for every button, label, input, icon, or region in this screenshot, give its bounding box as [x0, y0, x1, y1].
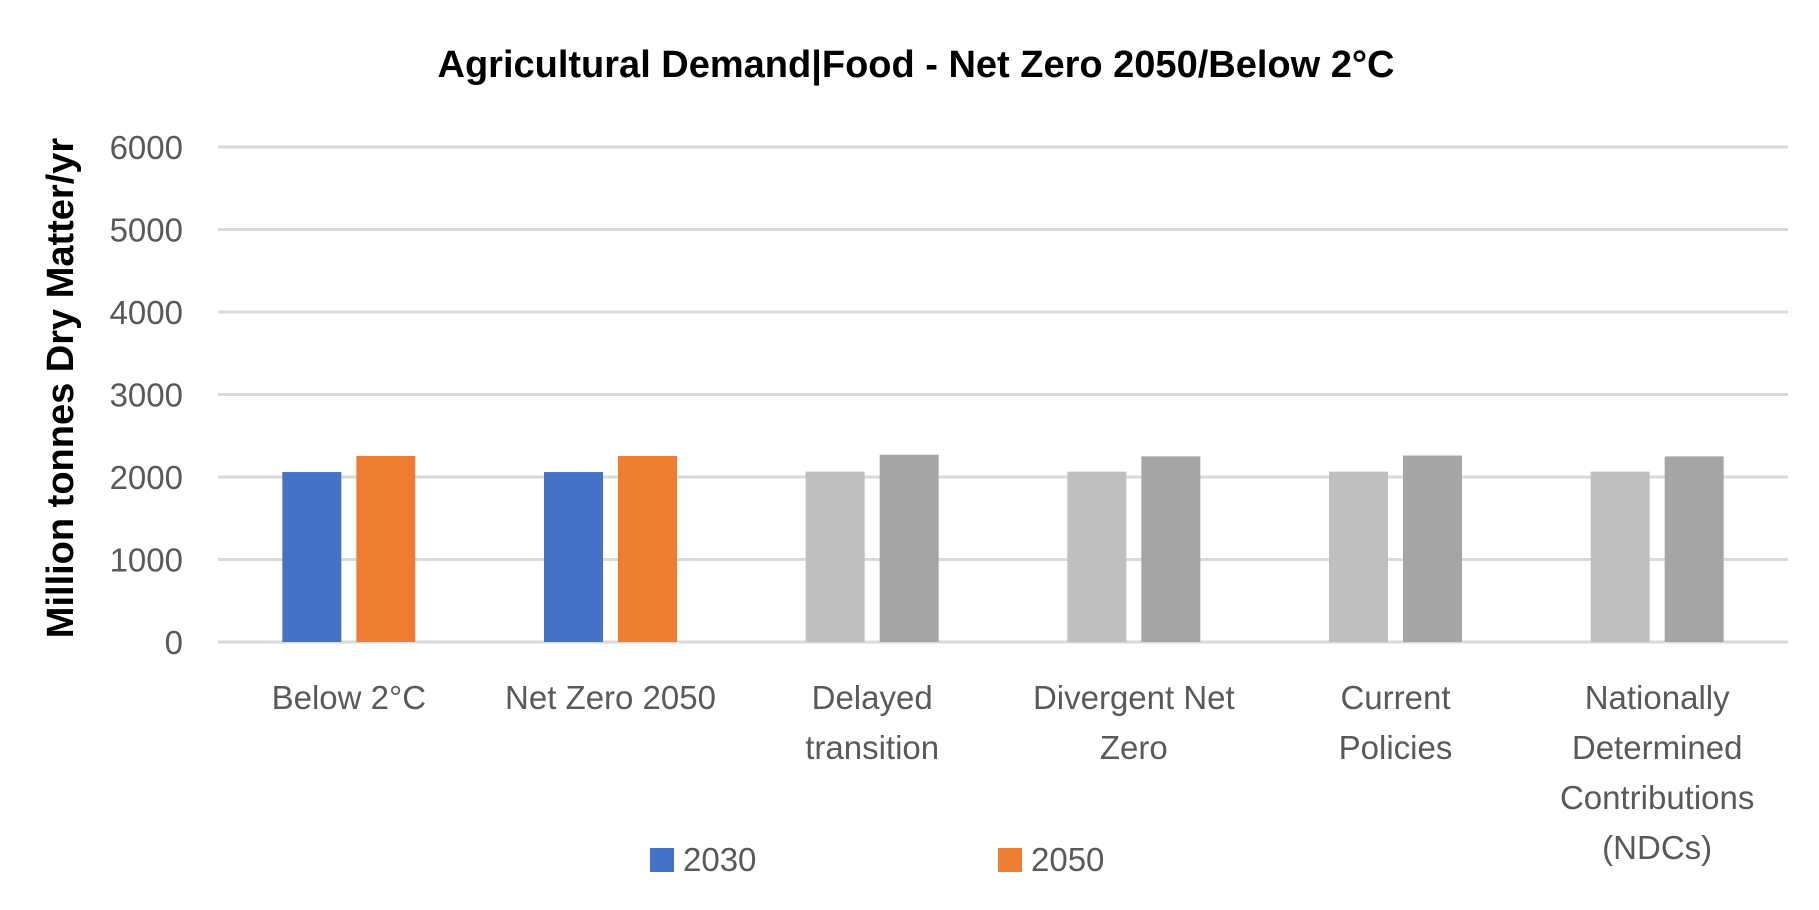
- bar-2050: [879, 454, 939, 642]
- y-axis-label: Million tonnes Dry Matter/yr: [40, 138, 82, 639]
- bars: [282, 454, 1724, 642]
- x-category-label: Nationally Determined Contributions (NDCs): [1560, 679, 1754, 866]
- bar-2050: [356, 455, 416, 642]
- bar-2030: [805, 471, 865, 642]
- x-category-label-line: Below 2°C: [272, 679, 426, 716]
- y-tick-label: 2000: [110, 459, 183, 496]
- legend-swatch-2030: [650, 848, 674, 872]
- x-category-label: Below 2°C: [272, 679, 426, 716]
- x-category-label-line: Net Zero 2050: [505, 679, 716, 716]
- x-category-label-line: Nationally: [1585, 679, 1730, 716]
- gridlines: [218, 145, 1788, 644]
- x-category-label: Divergent Net Zero: [1033, 679, 1235, 766]
- bar-2030: [1590, 471, 1650, 642]
- x-category-label: Current Policies: [1339, 679, 1453, 766]
- x-category-label-line: Delayed: [812, 679, 933, 716]
- legend-swatch-2050: [998, 848, 1022, 872]
- legend-label: 2050: [1031, 841, 1104, 878]
- x-category-label-line: Current: [1340, 679, 1450, 716]
- x-category-label: Net Zero 2050: [505, 679, 716, 716]
- x-category-label-line: (NDCs): [1602, 829, 1712, 866]
- y-tick-label: 0: [165, 624, 183, 661]
- y-tick-label: 1000: [110, 542, 183, 579]
- y-tick-label: 6000: [110, 129, 183, 166]
- x-category-label-line: Determined: [1572, 729, 1743, 766]
- bar-2050: [1141, 456, 1201, 642]
- x-category-label-line: Policies: [1339, 729, 1453, 766]
- bar-2030: [544, 472, 603, 642]
- bar-2050: [1664, 456, 1724, 642]
- bar-2030: [1067, 471, 1127, 642]
- legend-label: 2030: [683, 841, 756, 878]
- y-tick-label: 3000: [110, 377, 183, 414]
- x-axis-categories: Below 2°C Net Zero 2050 Delayed transitionD…: [272, 679, 1755, 866]
- x-category-label-line: transition: [805, 729, 939, 766]
- x-category-label: Delayed transition: [805, 679, 939, 766]
- bar-2050: [1403, 455, 1462, 642]
- x-category-label-line: Divergent Net: [1033, 679, 1235, 716]
- bar-2030: [282, 472, 342, 642]
- x-category-label-line: Zero: [1100, 729, 1168, 766]
- y-tick-label: 4000: [110, 294, 183, 331]
- y-tick-label: 5000: [110, 212, 183, 249]
- bar-2030: [1329, 471, 1388, 642]
- bar-2050: [618, 455, 677, 642]
- chart-title: Agricultural Demand|Food - Net Zero 2050…: [438, 44, 1395, 86]
- y-axis-ticks: 0 1000 2000 3000 4000 5000 6000: [110, 129, 183, 661]
- x-category-label-line: Contributions: [1560, 779, 1754, 816]
- legend: 2030 2050: [650, 841, 1104, 878]
